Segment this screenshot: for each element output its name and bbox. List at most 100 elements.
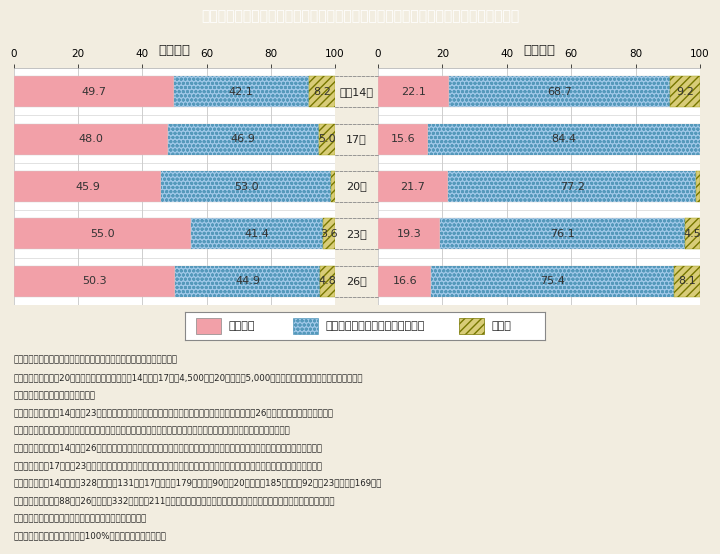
Text: ３．平成14年から23年は「身体的暴行」，「心理的攻撃」及び「性的強要」のいずれか，26年は「身体的暴行」，「心理: ３．平成14年から23年は「身体的暴行」，「心理的攻撃」及び「性的強要」のいずれ… (14, 408, 333, 418)
Bar (323, 218, 335, 249)
Bar (685, 218, 700, 249)
Bar (459, 319, 484, 334)
Text: ２．全国20歳以上の男女を対象（平成14年及び17年は4,500人，20年以降は5,000人）とした無作為抽出によるアンケート: ２．全国20歳以上の男女を対象（平成14年及び17年は4,500人，20年以降は… (14, 373, 363, 382)
Bar (431, 266, 674, 297)
Text: 55.0: 55.0 (90, 229, 114, 239)
Text: 50.3: 50.3 (82, 276, 107, 286)
Bar (449, 76, 670, 107)
Text: ＜女性＞: ＜女性＞ (158, 44, 191, 58)
Text: 49.7: 49.7 (81, 86, 107, 97)
Bar (670, 76, 700, 107)
Bar (320, 266, 335, 297)
Bar (431, 266, 674, 297)
Text: 15.6: 15.6 (391, 134, 415, 144)
Text: 19.3: 19.3 (397, 229, 421, 239)
Text: 46.9: 46.9 (231, 134, 256, 144)
Bar (670, 76, 700, 107)
Bar (161, 171, 331, 202)
Bar (14, 171, 161, 202)
Bar (448, 171, 696, 202)
Bar (168, 124, 319, 155)
Bar (378, 266, 431, 297)
Text: 8.2: 8.2 (313, 86, 330, 97)
Text: 77.2: 77.2 (559, 182, 585, 192)
Bar (14, 76, 174, 107)
Text: 的攻撃」，「経済的圧迫」及び「性的強要」のいずれかの被害経験について誰かに相談した経験を調査。: 的攻撃」，「経済的圧迫」及び「性的強要」のいずれかの被害経験について誰かに相談し… (14, 426, 290, 435)
Bar (174, 76, 309, 107)
Text: 5.0: 5.0 (318, 134, 336, 144)
Text: 45.9: 45.9 (75, 182, 100, 192)
Bar (14, 124, 168, 155)
Text: 21.7: 21.7 (400, 182, 426, 192)
Bar (378, 218, 440, 249)
Text: どこ（だれ）にも相談しなかった: どこ（だれ）にも相談しなかった (325, 321, 425, 331)
Bar (331, 171, 335, 202)
Text: 41.4: 41.4 (245, 229, 269, 239)
Text: Ｉ－７－４図　配偶者からの被害経験のある者のうち誰かに相談した者の割合の推移: Ｉ－７－４図 配偶者からの被害経験のある者のうち誰かに相談した者の割合の推移 (201, 9, 519, 23)
Bar (448, 171, 696, 202)
Bar (378, 171, 448, 202)
Text: 平成14年: 平成14年 (340, 86, 374, 97)
Bar (174, 76, 309, 107)
Bar (674, 266, 701, 297)
Bar (428, 124, 700, 155)
Text: 16.6: 16.6 (392, 276, 417, 286)
Text: 20年: 20年 (346, 182, 367, 192)
Bar (176, 266, 320, 297)
Text: 男性88人，26年が女性332人，男性211人。前項「３」と合わせて，調査年により調査方法，設問内容等が異なる: 男性88人，26年が女性332人，男性211人。前項「３」と合わせて，調査年によ… (14, 496, 335, 505)
Bar (378, 124, 428, 155)
Bar (176, 266, 320, 297)
Text: ＜男性＞: ＜男性＞ (523, 44, 555, 58)
Bar (696, 171, 700, 202)
Bar (309, 76, 335, 107)
Text: 4.5: 4.5 (683, 229, 701, 239)
Text: 23年: 23年 (346, 229, 367, 239)
Text: 8.1: 8.1 (678, 276, 696, 286)
Text: 53.0: 53.0 (234, 182, 258, 192)
Text: 68.7: 68.7 (547, 86, 572, 97)
Text: 44.9: 44.9 (235, 276, 260, 286)
Bar (331, 171, 335, 202)
Text: 無回答: 無回答 (491, 321, 511, 331)
Text: 17年から23年は，過去５年以内に配偶者から何らかの被害を受けたことがあった者について集計。集計対象者は，: 17年から23年は，過去５年以内に配偶者から何らかの被害を受けたことがあった者に… (14, 461, 323, 470)
Text: ４．平成14年及び26年は，期間を区切らずに，配偶者から何らかの被害を受けたことがあった者について集計。また，: ４．平成14年及び26年は，期間を区切らずに，配偶者から何らかの被害を受けたこと… (14, 444, 323, 453)
Bar (161, 171, 331, 202)
Text: ５．四捨五入により100%とならない場合がある。: ５．四捨五入により100%とならない場合がある。 (14, 531, 166, 541)
Text: ことから，時系列比較には注意を要する。: ことから，時系列比較には注意を要する。 (14, 514, 147, 523)
Bar (440, 218, 685, 249)
Bar (674, 266, 701, 297)
Bar (696, 171, 700, 202)
Bar (196, 319, 221, 334)
Bar (168, 124, 319, 155)
Bar (191, 218, 323, 249)
Bar (319, 124, 335, 155)
Bar (309, 76, 335, 107)
Bar (378, 76, 449, 107)
Text: 42.1: 42.1 (229, 86, 253, 97)
Text: 84.4: 84.4 (552, 134, 577, 144)
Text: 3.6: 3.6 (320, 229, 338, 239)
Bar (191, 218, 323, 249)
Bar (320, 266, 335, 297)
Text: 76.1: 76.1 (550, 229, 575, 239)
Text: （備考）　１．内閣府「男女間における暴力に関する調査」より作成。: （備考） １．内閣府「男女間における暴力に関する調査」より作成。 (14, 356, 178, 365)
Text: 14年が女性328人，男性131人，17年が女性179人，男性90人，20年が女性185人，男性92人，23年が女性169人，: 14年が女性328人，男性131人，17年が女性179人，男性90人，20年が女… (14, 479, 382, 488)
Bar (319, 124, 335, 155)
Text: 26年: 26年 (346, 276, 367, 286)
Bar (293, 319, 318, 334)
Bar (449, 76, 670, 107)
Bar (14, 266, 176, 297)
Text: 9.2: 9.2 (676, 86, 694, 97)
Text: 4.8: 4.8 (318, 276, 336, 286)
Text: 相談した: 相談した (228, 321, 255, 331)
Text: 17年: 17年 (346, 134, 367, 144)
Bar (323, 218, 335, 249)
Text: 22.1: 22.1 (401, 86, 426, 97)
Bar (428, 124, 700, 155)
Text: 75.4: 75.4 (541, 276, 565, 286)
Bar (685, 218, 700, 249)
Bar (14, 218, 191, 249)
Text: 48.0: 48.0 (78, 134, 104, 144)
Text: 調査の結果による。: 調査の結果による。 (14, 391, 96, 400)
Bar (440, 218, 685, 249)
